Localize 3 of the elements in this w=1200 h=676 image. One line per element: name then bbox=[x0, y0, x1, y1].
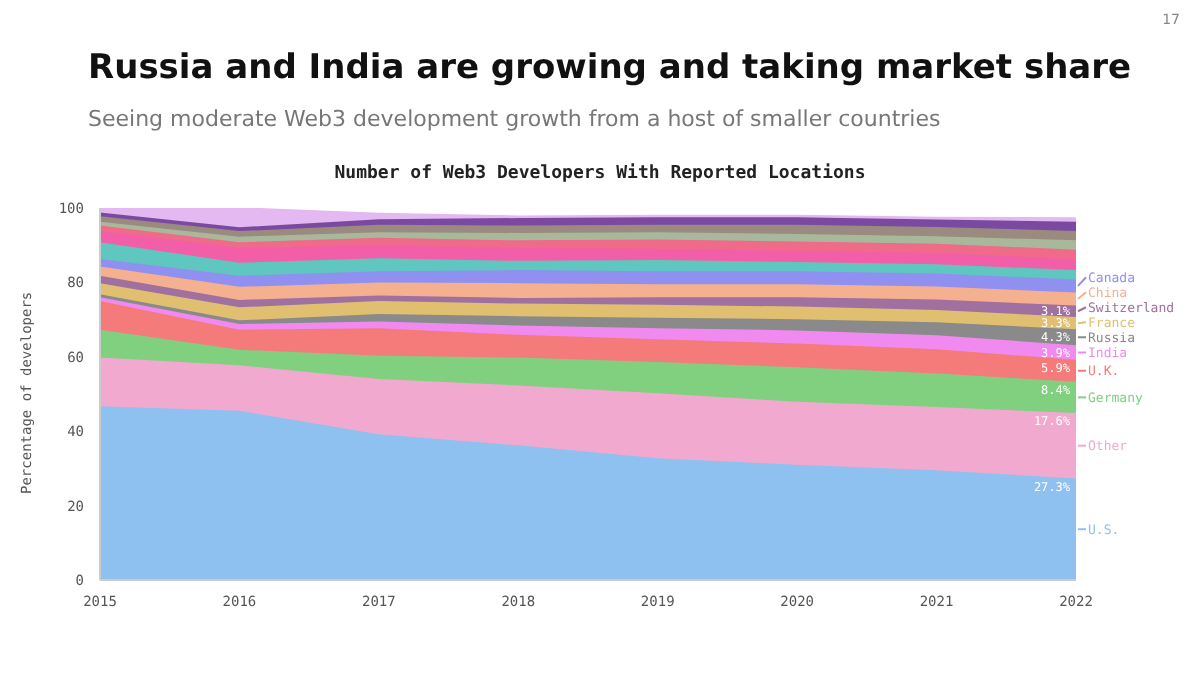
text: Number of Web3 Developers With Reported Locations bbox=[332, 164, 868, 184]
chart-subtitle: Seeing moderate Web3 development growth from a host of smaller countries bbox=[88, 106, 941, 132]
chart-title: Russia and India are growing and taking market share bbox=[88, 48, 1132, 88]
